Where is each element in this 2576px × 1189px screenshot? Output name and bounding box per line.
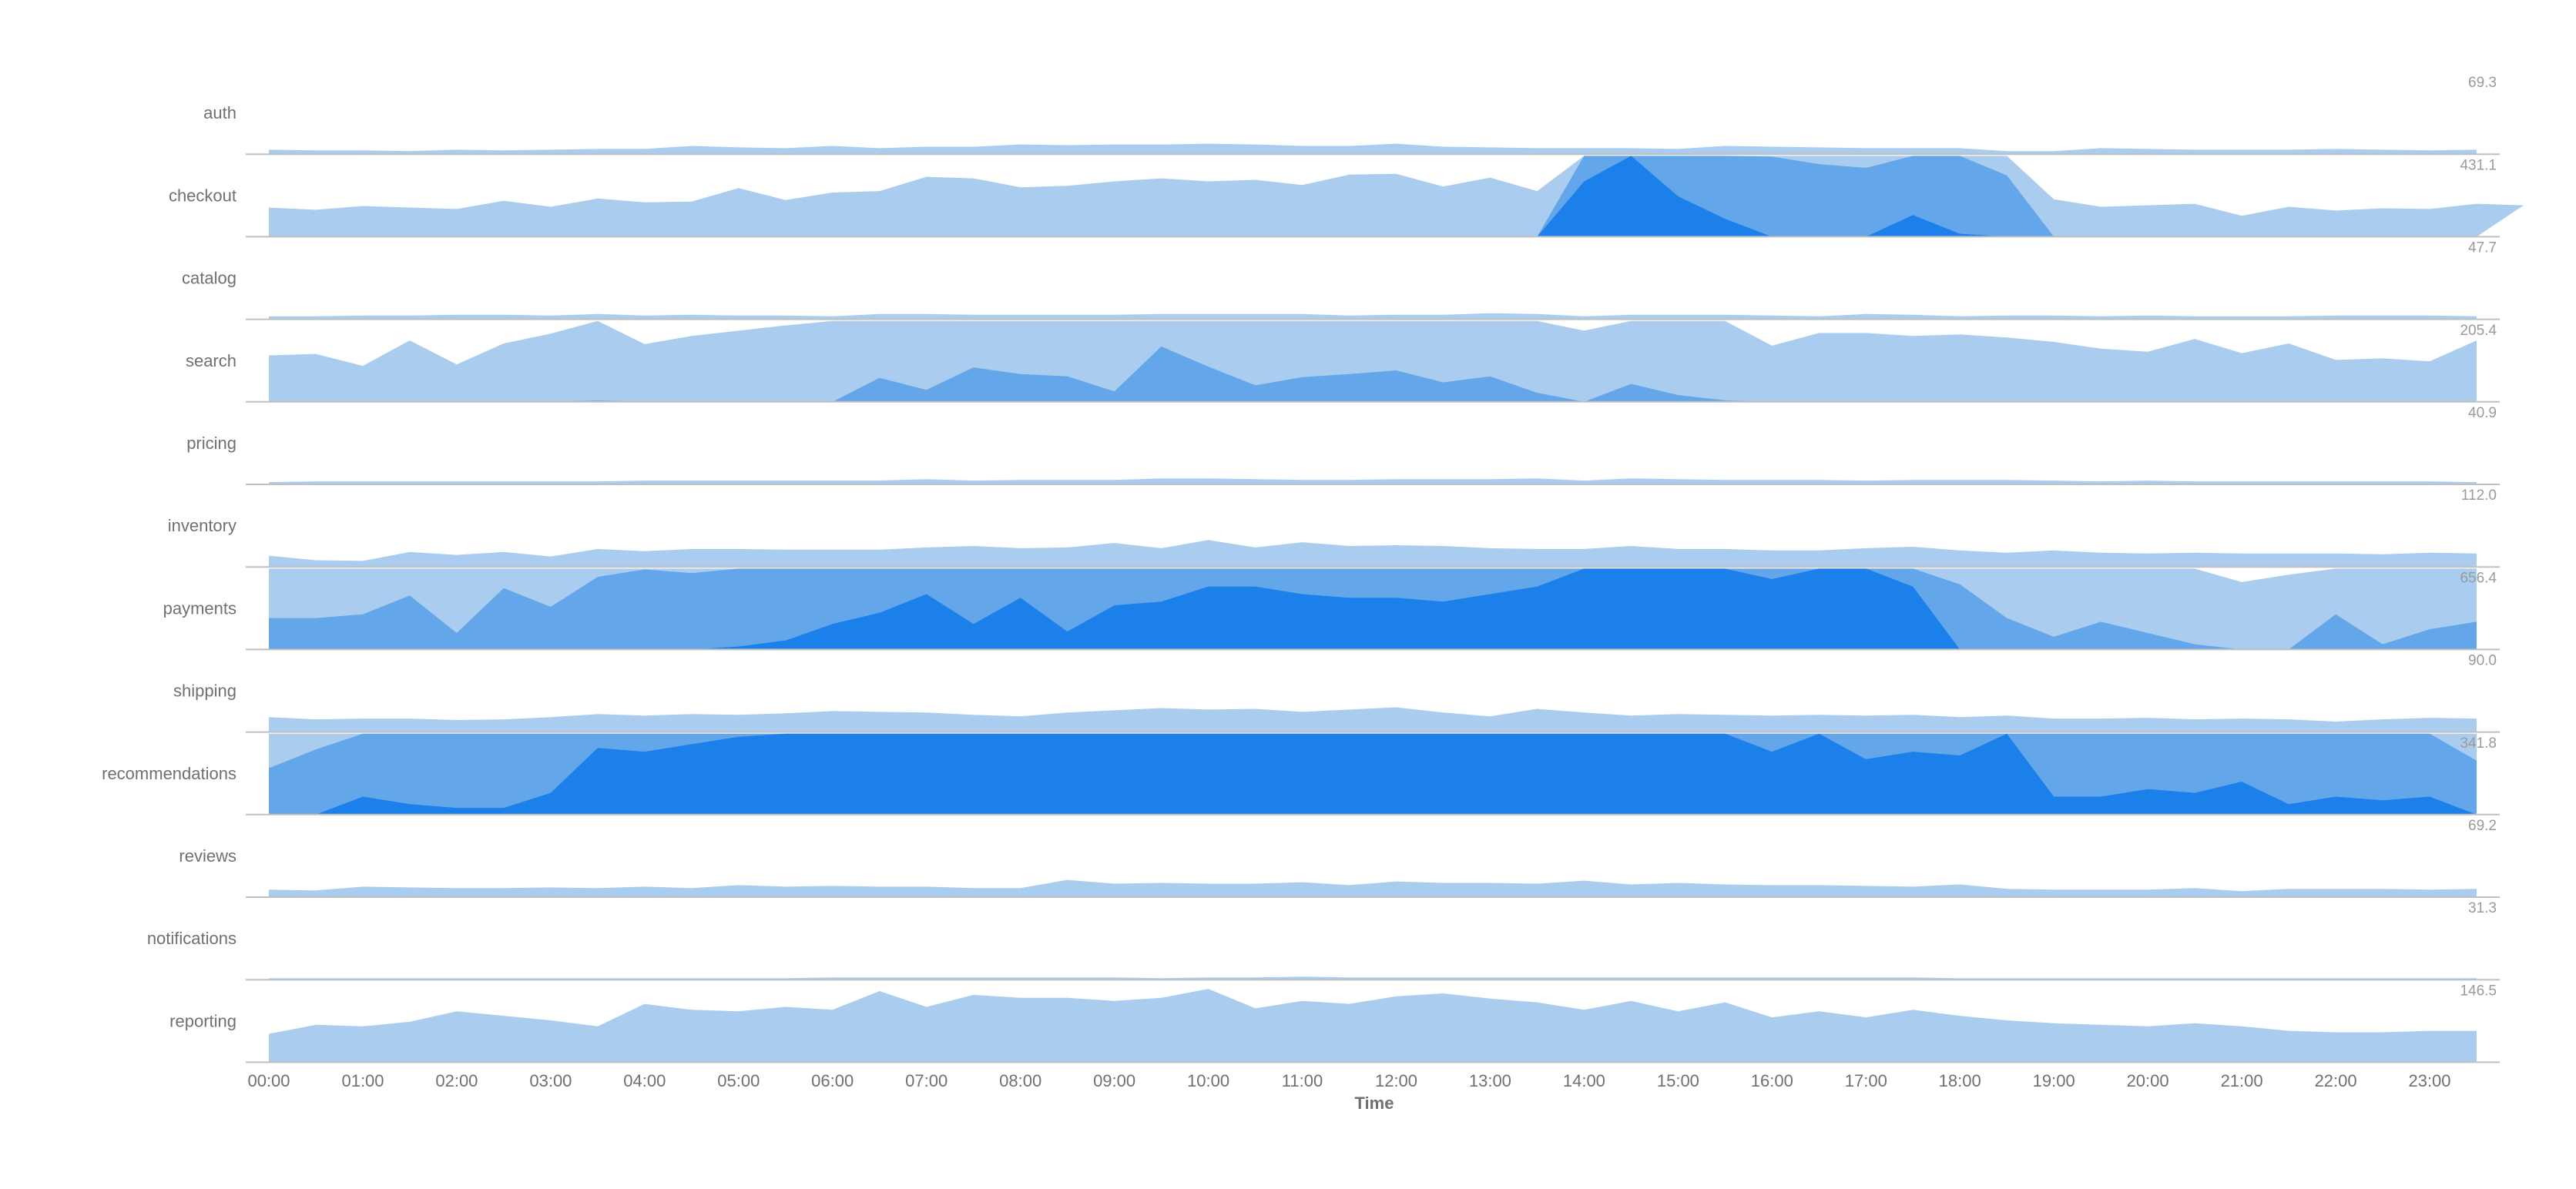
- row-search: search 205.4: [186, 320, 2500, 403]
- row-max-label: 112.0: [2461, 487, 2497, 504]
- row-reporting: reporting 146.5: [169, 983, 2500, 1063]
- x-tick-label: 05:00: [717, 1071, 760, 1090]
- x-tick-label: 15:00: [1657, 1071, 1699, 1090]
- band-1-area: [269, 989, 2477, 1063]
- row-label: pricing: [186, 434, 236, 453]
- x-tick-label: 21:00: [2221, 1071, 2263, 1090]
- row-max-label: 90.0: [2468, 653, 2497, 669]
- row-max-label: 205.4: [2460, 323, 2497, 339]
- row-max-label: 69.2: [2468, 818, 2497, 834]
- row-recommendations: recommendations 341.8: [102, 733, 2500, 816]
- band-1-area: [269, 540, 2477, 568]
- x-axis-title: Time: [1355, 1094, 1394, 1113]
- band-1-area: [269, 156, 2524, 237]
- row-max-label: 31.3: [2468, 900, 2497, 916]
- x-tick-label: 23:00: [2408, 1071, 2450, 1090]
- band-1-area: [269, 143, 2477, 155]
- x-tick-label: 18:00: [1939, 1071, 1981, 1090]
- band-2-area: [269, 156, 2524, 237]
- x-tick-label: 13:00: [1469, 1071, 1511, 1090]
- x-tick-label: 22:00: [2315, 1071, 2357, 1090]
- row-max-label: 47.7: [2468, 240, 2497, 256]
- band-3-area: [269, 568, 2477, 650]
- row-auth: auth 69.3: [203, 75, 2500, 156]
- band-1-area: [269, 320, 2477, 402]
- row-label: recommendations: [102, 764, 236, 783]
- band-3-area: [269, 733, 2477, 815]
- x-tick-label: 04:00: [623, 1071, 666, 1090]
- x-tick-label: 11:00: [1282, 1071, 1323, 1090]
- x-axis: 00:00 01:00 02:00 03:00 04:00 05:00 06:00 07:00…: [247, 1071, 2450, 1090]
- row-max-label: 341.8: [2460, 735, 2497, 752]
- band-1-area: [269, 313, 2477, 320]
- row-max-label: 431.1: [2460, 157, 2497, 173]
- row-shipping: shipping 90.0: [173, 653, 2500, 733]
- row-payments: payments 656.4: [163, 568, 2500, 651]
- row-label: notifications: [147, 929, 236, 948]
- row-max-label: 40.9: [2468, 405, 2497, 421]
- row-notifications: notifications 31.3: [147, 900, 2500, 981]
- chart-rows: auth 69.3 checkout 431.1 catalog 47.7 search 20…: [102, 75, 2524, 1063]
- x-tick-label: 02:00: [435, 1071, 478, 1090]
- x-tick-label: 17:00: [1845, 1071, 1887, 1090]
- row-checkout: checkout 431.1: [169, 156, 2524, 238]
- x-tick-label: 06:00: [811, 1071, 854, 1090]
- x-tick-label: 03:00: [529, 1071, 572, 1090]
- row-label: reviews: [179, 846, 236, 866]
- row-label: shipping: [173, 682, 236, 701]
- band-2-area: [269, 346, 2477, 402]
- row-label: catalog: [182, 269, 236, 288]
- row-inventory: inventory 112.0: [168, 487, 2500, 568]
- row-catalog: catalog 47.7: [182, 240, 2500, 320]
- band-1-area: [269, 879, 2477, 897]
- x-tick-label: 08:00: [999, 1071, 1041, 1090]
- x-tick-label: 20:00: [2127, 1071, 2169, 1090]
- x-tick-label: 00:00: [247, 1071, 290, 1090]
- row-label: auth: [203, 103, 236, 122]
- band-1-area: [269, 707, 2477, 732]
- x-tick-label: 12:00: [1375, 1071, 1417, 1090]
- row-pricing: pricing 40.9: [186, 405, 2500, 485]
- row-reviews: reviews 69.2: [179, 818, 2500, 898]
- row-label: search: [186, 351, 236, 370]
- row-max-label: 69.3: [2468, 75, 2497, 91]
- row-label: checkout: [169, 186, 236, 205]
- row-label: reporting: [169, 1011, 236, 1030]
- row-label: inventory: [168, 516, 236, 535]
- x-tick-label: 14:00: [1563, 1071, 1605, 1090]
- row-label: payments: [163, 598, 236, 618]
- x-tick-label: 01:00: [341, 1071, 384, 1090]
- x-tick-label: 09:00: [1093, 1071, 1135, 1090]
- x-tick-label: 16:00: [1751, 1071, 1793, 1090]
- band-1-area: [269, 478, 2477, 484]
- x-tick-label: 07:00: [905, 1071, 948, 1090]
- x-tick-label: 10:00: [1187, 1071, 1229, 1090]
- x-tick-label: 19:00: [2033, 1071, 2075, 1090]
- row-max-label: 656.4: [2460, 570, 2497, 586]
- row-max-label: 146.5: [2460, 983, 2497, 999]
